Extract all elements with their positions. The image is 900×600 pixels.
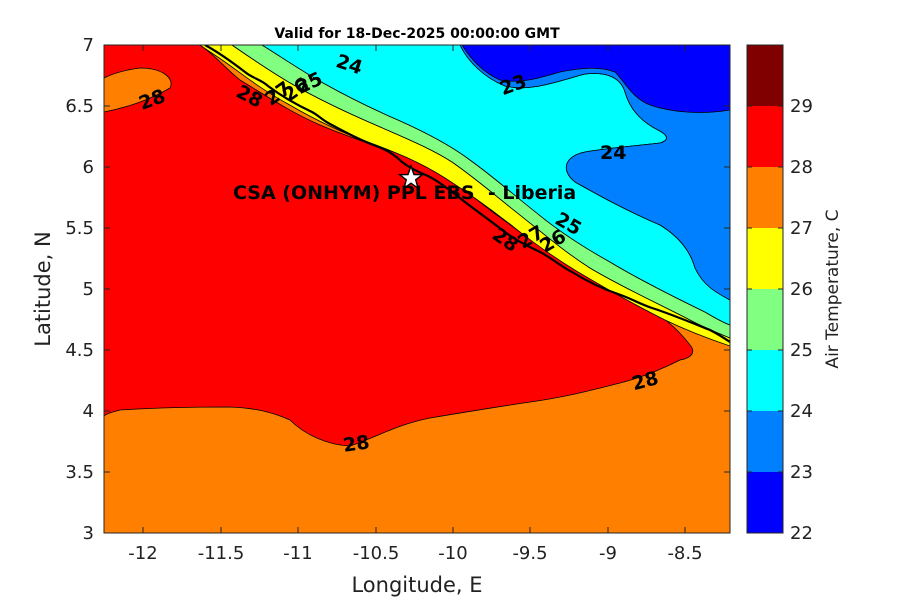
- colorbar-tick-label: 29: [790, 96, 813, 117]
- x-tick-label: -10: [438, 543, 467, 564]
- x-tick-label: -11.5: [198, 543, 245, 564]
- band-22-23: [461, 45, 730, 113]
- x-tick-label: -8.5: [667, 543, 702, 564]
- site-label: CSA (ONHYM) PPL EBS - Liberia: [233, 182, 576, 204]
- x-tick-label: -11: [283, 543, 312, 564]
- colorbar-tick-label: 23: [790, 462, 813, 483]
- contour-label: 28: [342, 431, 371, 456]
- x-tick-label: -9: [599, 543, 617, 564]
- star-icon: [397, 163, 425, 191]
- colorbar-tick-label: 22: [790, 523, 813, 544]
- colorbar-segment: [747, 106, 783, 167]
- y-axis-label: Latitude, N: [31, 231, 55, 347]
- y-tick-label: 3: [83, 523, 94, 544]
- colorbar-tick-label: 25: [790, 340, 813, 361]
- y-tick-label: 6.5: [65, 96, 94, 117]
- y-tick-label: 7: [83, 35, 94, 56]
- map-plot-area: [104, 45, 730, 533]
- y-tick-label: 6: [83, 157, 94, 178]
- colorbar-tick-label: 26: [790, 279, 813, 300]
- x-tick-labels: -12 -11.5 -11 -10.5 -10 -9.5 -9 -8.5: [128, 543, 702, 564]
- y-tick-labels: 3 3.5 4 4.5 5 5.5 6 6.5 7: [65, 35, 94, 544]
- colorbar: 22 23 24 25 26 27 28 29 Air Temperature,…: [746, 44, 843, 544]
- x-tick-label: -9.5: [512, 543, 547, 564]
- colorbar-segment: [747, 167, 783, 228]
- colorbar-segment: [747, 350, 783, 411]
- chart-title: Valid for 18-Dec-2025 00:00:00 GMT: [274, 26, 560, 42]
- colorbar-segment: [747, 472, 783, 533]
- colorbar-label: Air Temperature, C: [823, 209, 843, 368]
- contour-label: 24: [600, 142, 626, 164]
- colorbar-segment: [747, 228, 783, 289]
- y-tick-label: 4.5: [65, 340, 94, 361]
- site-marker: CSA (ONHYM) PPL EBS - Liberia: [233, 163, 576, 204]
- axes: [103, 44, 731, 534]
- x-tick-label: -12: [128, 543, 157, 564]
- y-tick-label: 5: [83, 279, 94, 300]
- x-tick-label: -10.5: [353, 543, 400, 564]
- colorbar-tick-label: 27: [790, 218, 813, 239]
- x-axis-label: Longitude, E: [351, 573, 482, 597]
- colorbar-segment: [747, 411, 783, 472]
- y-tick-label: 3.5: [65, 462, 94, 483]
- colorbar-segment: [747, 45, 783, 106]
- y-tick-label: 4: [83, 401, 94, 422]
- colorbar-segment: [747, 289, 783, 350]
- y-tick-label: 5.5: [65, 218, 94, 239]
- colorbar-tick-label: 28: [790, 157, 813, 178]
- coastline: [204, 45, 730, 343]
- colorbar-tick-label: 24: [790, 401, 813, 422]
